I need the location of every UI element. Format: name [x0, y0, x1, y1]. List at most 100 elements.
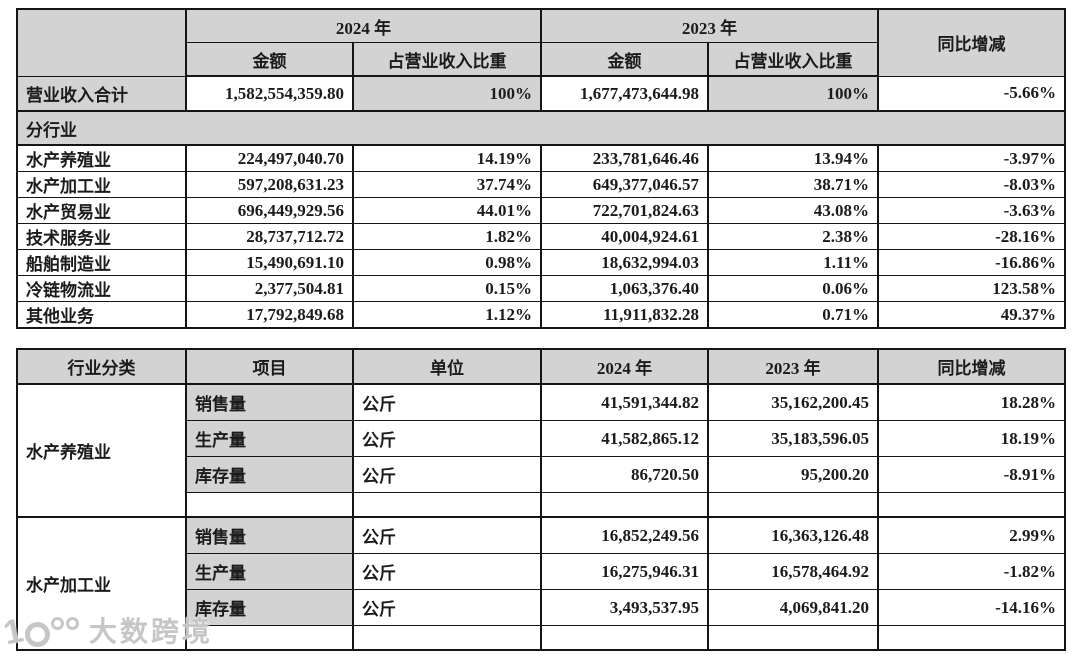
yoy-cell: 18.19% — [877, 420, 1066, 457]
pct-2024-cell: 0.98% — [352, 249, 542, 276]
yoy-cell: 18.28% — [877, 383, 1066, 421]
amount-2023-cell: 11,911,832.28 — [540, 301, 709, 329]
industry-header: 行业分类 — [16, 348, 187, 385]
corner-blank-cell — [16, 8, 187, 77]
pct-2023-header: 占营业收入比重 — [707, 42, 879, 77]
pct-2023-cell: 1.11% — [707, 249, 879, 276]
amount-2024-header: 金额 — [185, 42, 354, 77]
value-2024-cell: 3,493,537.95 — [540, 589, 709, 626]
empty-row — [17, 625, 1066, 651]
amount-2023-cell: 18,632,994.03 — [540, 249, 709, 276]
table-row: 生产量 公斤 41,582,865.12 35,183,596.05 18.19… — [17, 420, 1066, 457]
table-row: 库存量 公斤 3,493,537.95 4,069,841.20 -14.16% — [17, 589, 1066, 626]
amount-2023-cell: 1,677,473,644.98 — [540, 75, 709, 112]
yoy-cell: 49.37% — [877, 301, 1066, 329]
pct-2024-cell: 0.15% — [352, 275, 542, 302]
item-cell: 库存量 — [185, 589, 354, 626]
yoy-header: 同比增减 — [877, 348, 1066, 385]
row-label: 冷链物流业 — [16, 275, 187, 302]
pct-2024-header: 占营业收入比重 — [352, 42, 542, 77]
amount-2023-cell: 40,004,924.61 — [540, 223, 709, 250]
value-2023-cell: 35,162,200.45 — [707, 383, 879, 421]
table-row: 库存量 公斤 86,720.50 95,200.20 -8.91% — [17, 456, 1066, 493]
section-row: 分行业 — [16, 110, 1066, 146]
value-2024-cell: 16,852,249.56 — [540, 516, 709, 554]
unit-cell: 公斤 — [352, 420, 542, 457]
amount-2024-cell: 17,792,849.68 — [185, 301, 354, 329]
pct-2024-cell: 100% — [352, 75, 542, 112]
total-revenue-row: 营业收入合计 1,582,554,359.80 100% 1,677,473,6… — [16, 75, 1066, 112]
yoy-cell: -8.03% — [877, 171, 1066, 198]
unit-cell: 公斤 — [352, 589, 542, 626]
value-2024-cell: 16,275,946.31 — [540, 553, 709, 590]
amount-2024-cell: 2,377,504.81 — [185, 275, 354, 302]
unit-cell: 公斤 — [352, 383, 542, 421]
row-label: 水产养殖业 — [16, 144, 187, 172]
row-label: 水产贸易业 — [16, 197, 187, 224]
item-cell: 销售量 — [185, 383, 354, 421]
amount-2023-header: 金额 — [540, 42, 709, 77]
row-label: 船舶制造业 — [16, 249, 187, 276]
value-2023-cell: 95,200.20 — [707, 456, 879, 493]
empty-cell — [352, 492, 542, 518]
unit-header: 单位 — [352, 348, 542, 385]
pct-2023-cell: 38.71% — [707, 171, 879, 198]
pct-2024-cell: 1.12% — [352, 301, 542, 329]
table-row: 生产量 公斤 16,275,946.31 16,578,464.92 -1.82… — [17, 553, 1066, 590]
empty-cell — [352, 625, 542, 651]
unit-cell: 公斤 — [352, 456, 542, 493]
table-row: 水产加工业 597,208,631.23 37.74% 649,377,046.… — [16, 171, 1066, 198]
year-2023-header: 2023 年 — [707, 348, 879, 385]
empty-cell — [877, 625, 1066, 651]
empty-cell — [707, 492, 879, 518]
item-cell: 销售量 — [185, 516, 354, 554]
section-label: 分行业 — [16, 110, 1066, 146]
empty-row — [17, 492, 1066, 518]
volume-by-industry-table: 行业分类 项目 单位 2024 年 2023 年 同比增减 水产养殖业 销售量 … — [16, 348, 1066, 651]
header-row: 行业分类 项目 单位 2024 年 2023 年 同比增减 — [16, 348, 1066, 385]
table-row: 技术服务业 28,737,712.72 1.82% 40,004,924.61 … — [16, 223, 1066, 250]
value-2023-cell: 16,578,464.92 — [707, 553, 879, 590]
empty-cell — [540, 625, 709, 651]
industry-group-label: 水产养殖业 — [16, 383, 187, 518]
value-2024-cell: 41,591,344.82 — [540, 383, 709, 421]
year-header-row: 2024 年 2023 年 同比增减 — [16, 8, 1066, 77]
pct-2024-cell: 14.19% — [352, 144, 542, 172]
amount-2024-cell: 597,208,631.23 — [185, 171, 354, 198]
year-2023-header: 2023 年 — [540, 8, 879, 43]
empty-cell — [185, 625, 354, 651]
pct-2023-cell: 43.08% — [707, 197, 879, 224]
amount-2024-cell: 1,582,554,359.80 — [185, 75, 354, 112]
table-row: 水产养殖业 销售量 公斤 41,591,344.82 35,162,200.45… — [16, 383, 1066, 518]
pct-2024-cell: 44.01% — [352, 197, 542, 224]
unit-cell: 公斤 — [352, 553, 542, 590]
item-header: 项目 — [185, 348, 354, 385]
year-2024-header: 2024 年 — [185, 8, 542, 43]
pct-2024-cell: 1.82% — [352, 223, 542, 250]
pct-2023-cell: 13.94% — [707, 144, 879, 172]
pct-2023-cell: 0.06% — [707, 275, 879, 302]
empty-cell — [540, 492, 709, 518]
amount-2024-cell: 696,449,929.56 — [185, 197, 354, 224]
amount-2023-cell: 649,377,046.57 — [540, 171, 709, 198]
value-2023-cell: 4,069,841.20 — [707, 589, 879, 626]
table-row: 水产贸易业 696,449,929.56 44.01% 722,701,824.… — [16, 197, 1066, 224]
amount-2023-cell: 233,781,646.46 — [540, 144, 709, 172]
industry-group-label: 水产加工业 — [16, 516, 187, 651]
empty-cell — [877, 492, 1066, 518]
table-row: 船舶制造业 15,490,691.10 0.98% 18,632,994.03 … — [16, 249, 1066, 276]
unit-cell: 公斤 — [352, 516, 542, 554]
pct-2023-cell: 100% — [707, 75, 879, 112]
item-cell: 生产量 — [185, 553, 354, 590]
table-row: 冷链物流业 2,377,504.81 0.15% 1,063,376.40 0.… — [16, 275, 1066, 302]
yoy-cell: -16.86% — [877, 249, 1066, 276]
amount-2023-cell: 1,063,376.40 — [540, 275, 709, 302]
item-cell: 生产量 — [185, 420, 354, 457]
yoy-cell: -1.82% — [877, 553, 1066, 590]
row-label: 技术服务业 — [16, 223, 187, 250]
amount-2024-cell: 15,490,691.10 — [185, 249, 354, 276]
table-row: 水产养殖业 224,497,040.70 14.19% 233,781,646.… — [16, 144, 1066, 172]
yoy-cell: -8.91% — [877, 456, 1066, 493]
value-2024-cell: 86,720.50 — [540, 456, 709, 493]
